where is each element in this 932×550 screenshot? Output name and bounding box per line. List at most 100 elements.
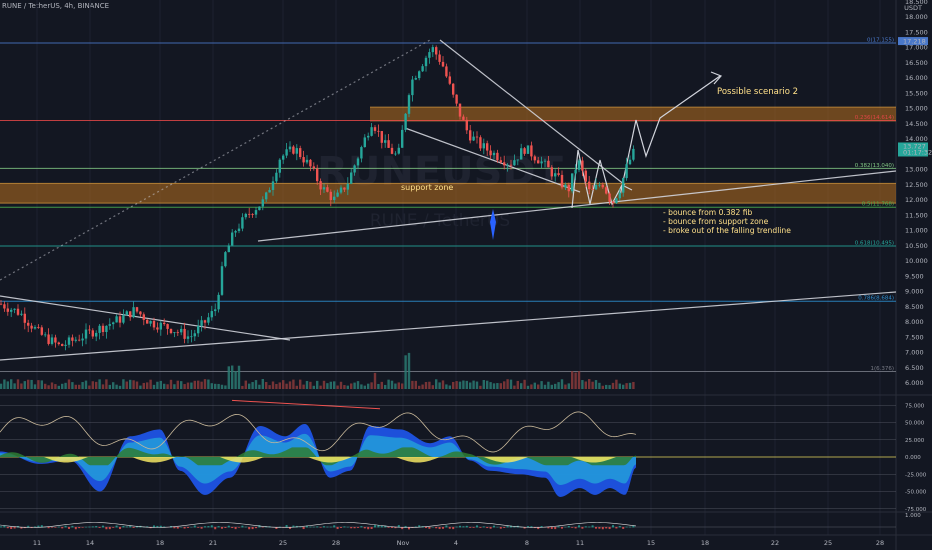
long-rising-line	[0, 291, 897, 361]
volume-bar-144	[489, 382, 492, 389]
candle-body-185	[628, 159, 632, 165]
volume-bar-177	[601, 385, 604, 389]
volume-bar-29	[98, 379, 101, 389]
macd-bar-123	[418, 525, 421, 528]
macd-bar-169	[574, 527, 577, 529]
candle-body-119	[404, 113, 407, 130]
fib-label-6: 1(6.376)	[870, 366, 894, 372]
volume-bar-116	[394, 383, 397, 389]
candle-body-81	[275, 172, 278, 182]
volume-bar-135	[458, 381, 462, 389]
volume-bar-173	[588, 379, 591, 389]
volume-bar-97	[329, 381, 332, 389]
macd-bar-43	[146, 526, 149, 528]
high-label: 17.218	[903, 37, 926, 45]
candle-body-9	[30, 325, 33, 329]
macd-bar-173	[588, 526, 591, 528]
volume-bar-41	[139, 385, 142, 389]
time-tick-8: 8	[525, 539, 529, 547]
volume-bar-152	[516, 380, 519, 389]
macd-bar-117	[397, 525, 400, 528]
candle-body-61	[207, 317, 210, 323]
volume-bar-155	[526, 385, 530, 389]
candle-body-15	[50, 337, 54, 344]
candle-body-133	[452, 83, 455, 95]
time-tick-1: 14	[86, 539, 94, 547]
volume-bar-76	[258, 384, 261, 389]
candle-body-159	[540, 161, 543, 164]
candle-body-137	[465, 119, 468, 131]
volume-bar-12	[40, 380, 43, 389]
candle-body-109	[370, 127, 373, 136]
time-tick-5: 28	[332, 539, 340, 547]
macd-bar-107	[363, 527, 366, 529]
volume-bar-32	[108, 384, 111, 389]
volume-bar-169	[574, 372, 577, 389]
volume-bars	[0, 352, 635, 389]
volume-bar-164	[557, 382, 560, 389]
volume-bar-156	[530, 384, 533, 389]
candle-body-108	[367, 135, 370, 138]
macd-bar-179	[608, 527, 611, 530]
macd-bar-54	[183, 527, 186, 529]
volume-bar-17	[57, 385, 60, 389]
volume-bar-49	[166, 384, 169, 389]
candle-body-63	[214, 309, 217, 312]
candle-body-112	[380, 131, 383, 143]
candle-body-92	[312, 166, 315, 169]
volume-bar-186	[632, 381, 635, 389]
macd-bar-183	[622, 527, 625, 529]
volume-bar-129	[438, 382, 441, 389]
macd-bar-105	[357, 527, 359, 528]
volume-bar-145	[492, 383, 496, 389]
fib-label-3: 0.5(11.768)	[862, 202, 894, 208]
candle-body-154	[523, 148, 526, 154]
volume-bar-74	[251, 382, 254, 389]
macd-bar-60	[204, 526, 206, 528]
macd-bar-93	[316, 526, 319, 528]
volume-bar-163	[554, 383, 557, 389]
candle-body-13	[44, 334, 47, 336]
candle-body-69	[234, 231, 237, 233]
candle-body-106	[360, 147, 363, 159]
candle-body-38	[129, 311, 132, 318]
volume-bar-33	[112, 382, 115, 389]
price-tick-17: 10.000	[905, 257, 928, 265]
candle-body-8	[27, 322, 30, 326]
volume-bar-24	[81, 382, 84, 389]
candle-body-35	[118, 316, 122, 323]
volume-bar-73	[248, 383, 251, 389]
macd-bar-129	[438, 527, 441, 530]
macd-bar-150	[510, 525, 512, 528]
candle-body-163	[554, 173, 557, 177]
volume-bar-6	[20, 383, 23, 389]
time-tick-2: 18	[156, 539, 164, 547]
macd-bar-37	[125, 526, 128, 528]
macd-bar-171	[581, 527, 584, 529]
volume-bar-58	[197, 380, 200, 389]
time-tick-10: 15	[647, 539, 655, 547]
candle-body-162	[550, 167, 553, 177]
candle-body-118	[401, 129, 404, 148]
candle-body-164	[557, 173, 560, 175]
candle-body-41	[139, 311, 142, 315]
macd-bar-119	[404, 525, 407, 528]
price-tick-12: 12.500	[905, 181, 928, 189]
candle-body-104	[353, 165, 356, 173]
macd-bar-3	[10, 527, 13, 529]
macd-bar-126	[428, 527, 431, 529]
candle-body-116	[394, 153, 397, 155]
macd-bar-89	[302, 527, 305, 530]
blue-arrow	[490, 209, 496, 240]
candle-body-55	[186, 336, 190, 339]
osc-tick-6: -75.000	[905, 507, 927, 513]
volume-bar-147	[499, 383, 502, 389]
current-price-bg	[898, 142, 928, 157]
macd-bar-35	[119, 527, 121, 530]
candle-body-125	[424, 57, 428, 67]
price-tick-6: 15.500	[905, 89, 928, 97]
time-axis[interactable]: 11 14 18 21 25 28 Nov 4 8 11 15 18 22 25 28	[33, 539, 884, 547]
macd-bar-113	[384, 525, 387, 528]
